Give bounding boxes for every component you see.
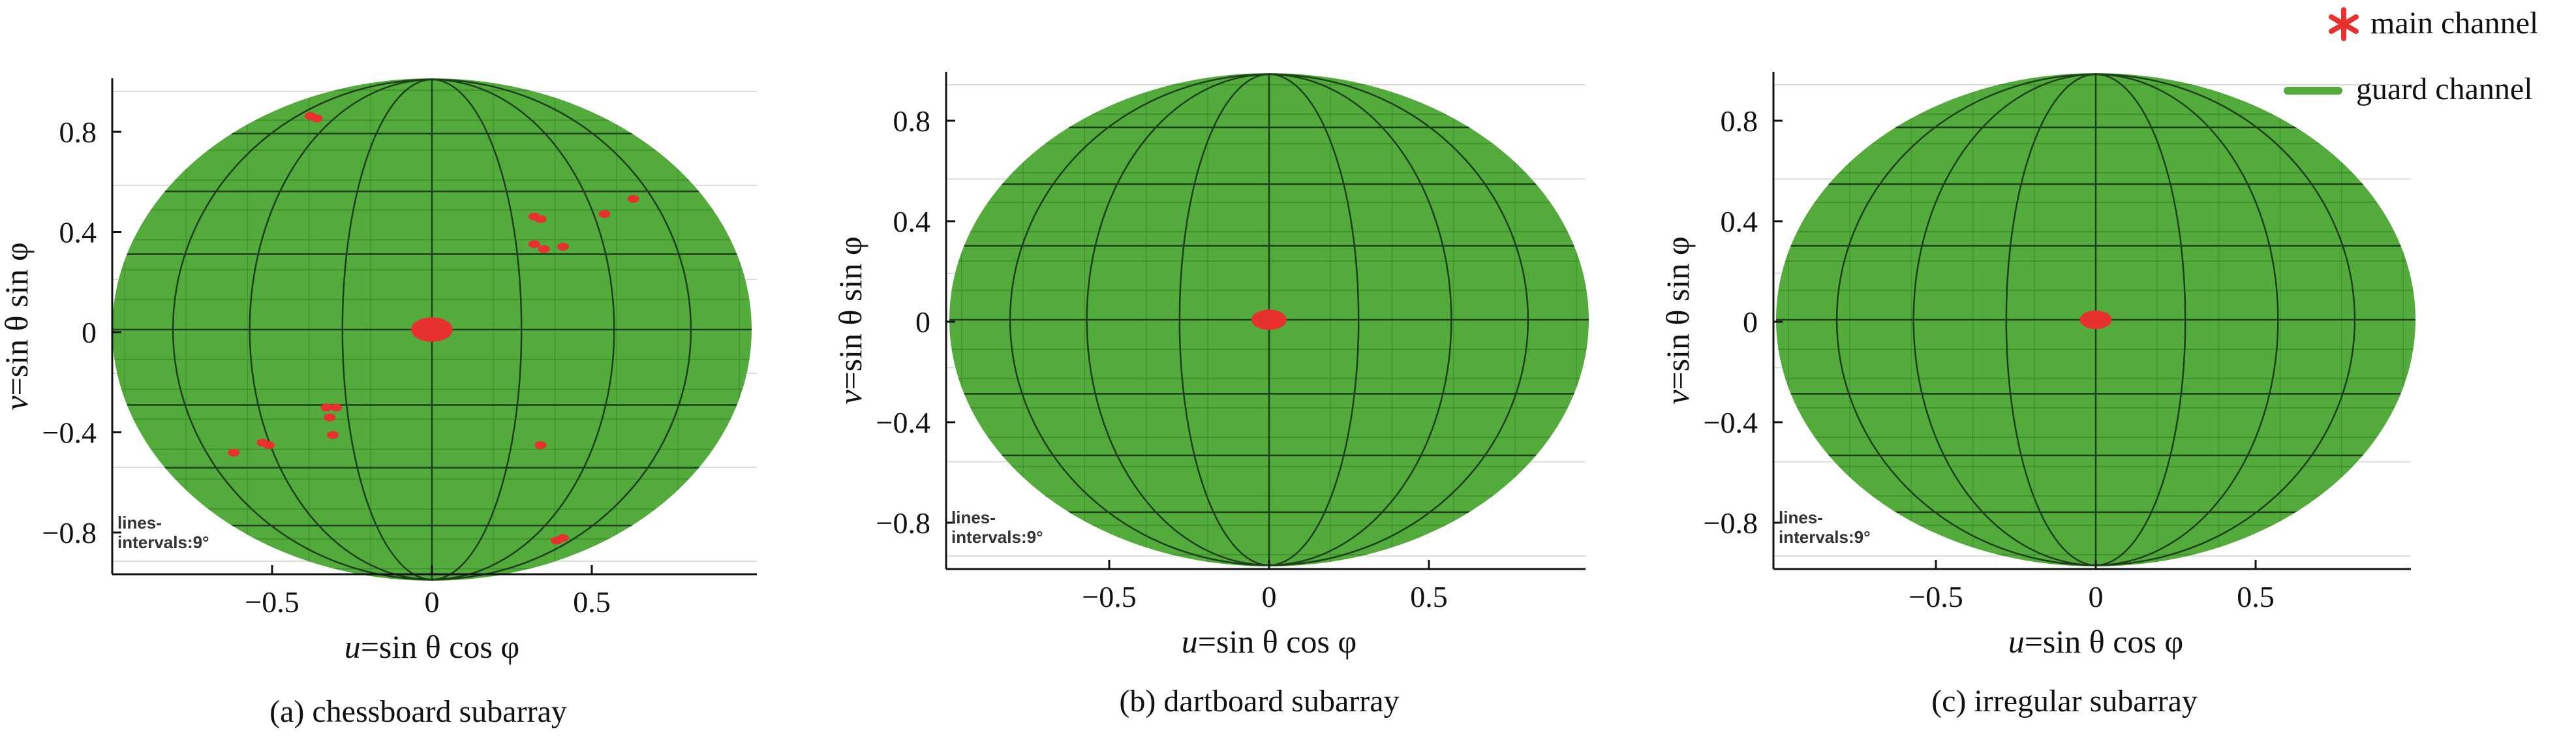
y-tick-label: −0.8 xyxy=(42,516,97,549)
sidelobe-point xyxy=(534,215,547,223)
grid-note-line1: lines- xyxy=(1779,508,1823,527)
sidelobe-point xyxy=(311,114,323,123)
y-tick-label: 0.4 xyxy=(1721,205,1758,238)
sidelobe-point xyxy=(330,403,342,412)
main-beam xyxy=(1251,309,1287,330)
legend-main-marker xyxy=(2329,7,2359,41)
x-axis-label-var: u xyxy=(2008,623,2025,660)
y-tick-label: −0.8 xyxy=(1704,506,1758,540)
y-tick-label: 0.4 xyxy=(893,205,931,238)
sidelobe-point xyxy=(327,431,339,439)
sidelobe-point xyxy=(598,209,611,218)
legend: main channel guard channel xyxy=(2284,6,2538,106)
y-tick-label: −0.8 xyxy=(876,506,930,540)
y-tick-label: 0.8 xyxy=(1721,104,1758,138)
panel-2: −0.5 0 0.50.80.40−0.4−0.8u=sin θ cos φv=si… xyxy=(832,72,1589,718)
y-tick-label: 0.8 xyxy=(893,104,931,138)
x-tick-label: 0 xyxy=(2089,580,2104,613)
y-tick-label: 0.8 xyxy=(59,116,97,149)
grid-note-line1: lines- xyxy=(951,508,996,527)
sidelobe-point xyxy=(324,413,336,422)
x-axis-label-expr: =sin θ cos φ xyxy=(2025,623,2184,660)
panel-1: −0.5 0 0.50.80.40−0.4−0.8u=sin θ cos φv=si… xyxy=(0,78,757,729)
x-axis-label-expr: =sin θ cos φ xyxy=(1198,623,1357,660)
sidelobe-point xyxy=(320,403,333,412)
grid-note-line2: intervals:9° xyxy=(117,532,209,552)
x-axis-label-var: u xyxy=(1182,623,1198,660)
x-axis-label: u=sin θ cos φ xyxy=(1182,623,1357,660)
x-axis-label-var: u xyxy=(345,628,361,665)
sidelobe-point xyxy=(228,448,240,457)
sidelobe-point xyxy=(534,441,547,450)
y-tick-label: 0 xyxy=(1743,305,1758,339)
panel-3: −0.5 0 0.50.80.40−0.4−0.8u=sin θ cos φv=si… xyxy=(1659,72,2415,718)
y-axis-label-var: v xyxy=(1659,390,1696,405)
grid-note-line2: intervals:9° xyxy=(951,527,1043,547)
sidelobe-point xyxy=(528,240,540,249)
panel-caption: (b) dartboard subarray xyxy=(1119,684,1399,718)
y-tick-label: −0.4 xyxy=(876,406,930,439)
y-tick-label: 0.4 xyxy=(59,216,97,249)
legend-guard-label: guard channel xyxy=(2356,72,2533,106)
y-tick-label: −0.4 xyxy=(42,416,97,450)
sidelobe-point xyxy=(627,194,639,203)
x-tick-label: −0.5 xyxy=(1909,580,1963,613)
legend-main-marker-stroke xyxy=(2329,14,2359,34)
y-axis-label-var: v xyxy=(832,390,868,405)
y-axis-label-expr: =sin θ sin φ xyxy=(832,236,868,390)
y-axis-label-expr: =sin θ sin φ xyxy=(0,242,35,395)
sidelobe-point xyxy=(557,534,569,542)
y-tick-label: 0 xyxy=(915,305,930,339)
main-beam xyxy=(411,317,453,342)
panels: −0.5 0 0.50.80.40−0.4−0.8u=sin θ cos φv=si… xyxy=(0,72,2415,729)
y-axis-label-expr: =sin θ sin φ xyxy=(1659,236,1696,390)
grid-note-line2: intervals:9° xyxy=(1779,527,1870,547)
sidelobe-point xyxy=(557,242,569,251)
y-axis-label: v=sin θ sin φ xyxy=(1659,236,1696,404)
grid-note-line1: lines- xyxy=(117,513,162,532)
panel-caption: (c) irregular subarray xyxy=(1931,684,2198,718)
y-axis-label-var: v xyxy=(0,395,35,410)
x-tick-label: 0 xyxy=(425,585,440,619)
x-tick-label: 0 xyxy=(1262,580,1277,613)
x-axis-label-expr: =sin θ cos φ xyxy=(361,628,520,665)
x-tick-label: 0.5 xyxy=(1410,580,1448,613)
y-tick-label: −0.4 xyxy=(1704,406,1758,439)
main-beam xyxy=(2079,310,2112,330)
x-axis-label: u=sin θ cos φ xyxy=(345,628,520,665)
y-tick-label: 0 xyxy=(82,316,97,349)
y-axis-label: v=sin θ sin φ xyxy=(0,242,35,410)
x-tick-label: 0.5 xyxy=(573,585,611,619)
sidelobe-point xyxy=(263,441,275,450)
x-tick-label: −0.5 xyxy=(1082,580,1136,613)
panel-caption: (a) chessboard subarray xyxy=(269,694,567,729)
x-tick-label: 0.5 xyxy=(2237,580,2275,613)
y-axis-label: v=sin θ sin φ xyxy=(832,236,868,404)
x-tick-label: −0.5 xyxy=(245,585,299,619)
sidelobe-point xyxy=(538,245,550,253)
legend-main-label: main channel xyxy=(2370,6,2538,40)
x-axis-label: u=sin θ cos φ xyxy=(2008,623,2184,660)
